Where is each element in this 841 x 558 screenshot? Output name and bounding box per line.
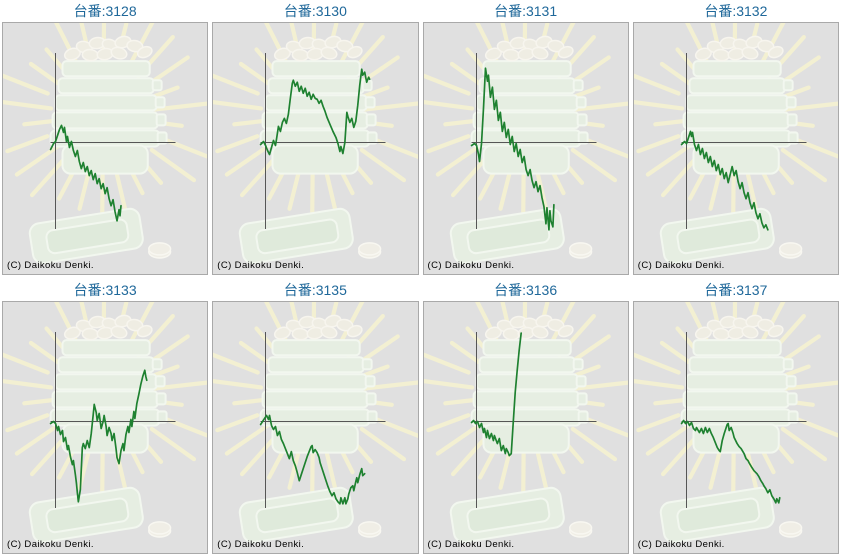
payout-line xyxy=(680,419,781,504)
base-tray-icon xyxy=(61,423,149,454)
machine-panel: 台番:3137 xyxy=(631,279,841,558)
base-tray-icon xyxy=(692,144,780,175)
machine-panel: 台番:3132 xyxy=(631,0,841,279)
chart-box: (C) Daikoku Denki. xyxy=(422,301,629,554)
copyright-text: (C) Daikoku Denki. xyxy=(637,539,725,550)
slump-graph xyxy=(213,23,418,265)
machine-number-link[interactable]: 台番:3131 xyxy=(494,3,558,19)
chart-box: (C) Daikoku Denki. xyxy=(632,22,839,275)
copyright-text: (C) Daikoku Denki. xyxy=(427,539,515,550)
chart-box: (C) Daikoku Denki. xyxy=(212,301,419,554)
base-tray-icon xyxy=(481,144,570,175)
payout-line xyxy=(49,124,122,222)
machine-panel: 台番:3136 xyxy=(421,279,631,558)
base-tray-icon xyxy=(61,144,149,175)
slump-graph xyxy=(633,23,838,265)
pachinko-tray-stack-watermark xyxy=(28,35,172,265)
machine-panel: 台番:3133 xyxy=(0,279,210,558)
payout-line xyxy=(259,68,371,156)
slump-graph xyxy=(633,302,838,544)
chart-box: (C) Daikoku Denki. xyxy=(2,301,209,554)
payout-line xyxy=(680,130,769,231)
base-tray-icon xyxy=(481,423,570,454)
machine-panel: 台番:3130 xyxy=(210,0,420,279)
machine-number-link[interactable]: 台番:3135 xyxy=(283,282,347,298)
slump-graph xyxy=(213,302,418,544)
copyright-text: (C) Daikoku Denki. xyxy=(7,260,94,271)
payout-line xyxy=(49,369,148,503)
copyright-text: (C) Daikoku Denki. xyxy=(217,539,305,550)
payout-line xyxy=(470,67,555,231)
bottom-tray-icon xyxy=(239,486,355,544)
machine-number-link[interactable]: 台番:3128 xyxy=(73,3,137,19)
payout-line xyxy=(259,414,366,505)
copyright-text: (C) Daikoku Denki. xyxy=(217,260,305,271)
bottom-tray-icon xyxy=(659,486,775,544)
machine-panel: 台番:3128 xyxy=(0,0,210,279)
machine-number-link[interactable]: 台番:3136 xyxy=(494,282,558,298)
machine-panel: 台番:3135 xyxy=(210,279,420,558)
bottom-tray-icon xyxy=(28,486,144,544)
bottom-tray-icon xyxy=(449,486,565,544)
pachinko-tray-stack-watermark xyxy=(449,314,592,544)
bottom-tray-icon xyxy=(239,207,355,265)
machine-panel: 台番:3131 xyxy=(421,0,631,279)
chart-box: (C) Daikoku Denki. xyxy=(212,22,419,275)
payout-line xyxy=(470,332,522,457)
bottom-tray-icon xyxy=(659,207,775,265)
copyright-text: (C) Daikoku Denki. xyxy=(637,260,725,271)
chart-box: (C) Daikoku Denki. xyxy=(422,22,629,275)
copyright-text: (C) Daikoku Denki. xyxy=(427,260,515,271)
slump-graph xyxy=(423,302,628,544)
machine-number-link[interactable]: 台番:3137 xyxy=(704,282,768,298)
chart-box: (C) Daikoku Denki. xyxy=(2,22,209,275)
machine-number-link[interactable]: 台番:3130 xyxy=(283,3,347,19)
base-tray-icon xyxy=(271,423,360,454)
slump-graph xyxy=(423,23,628,265)
slump-graph xyxy=(3,302,208,544)
bottom-tray-icon xyxy=(28,207,144,265)
copyright-text: (C) Daikoku Denki. xyxy=(7,539,94,550)
base-tray-icon xyxy=(692,423,780,454)
bottom-tray-icon xyxy=(449,207,565,265)
slump-graph xyxy=(3,23,208,265)
machine-number-link[interactable]: 台番:3132 xyxy=(704,3,768,19)
machine-number-link[interactable]: 台番:3133 xyxy=(73,282,137,298)
base-tray-icon xyxy=(271,144,360,175)
rays-icon xyxy=(423,302,628,515)
chart-box: (C) Daikoku Denki. xyxy=(632,301,839,554)
